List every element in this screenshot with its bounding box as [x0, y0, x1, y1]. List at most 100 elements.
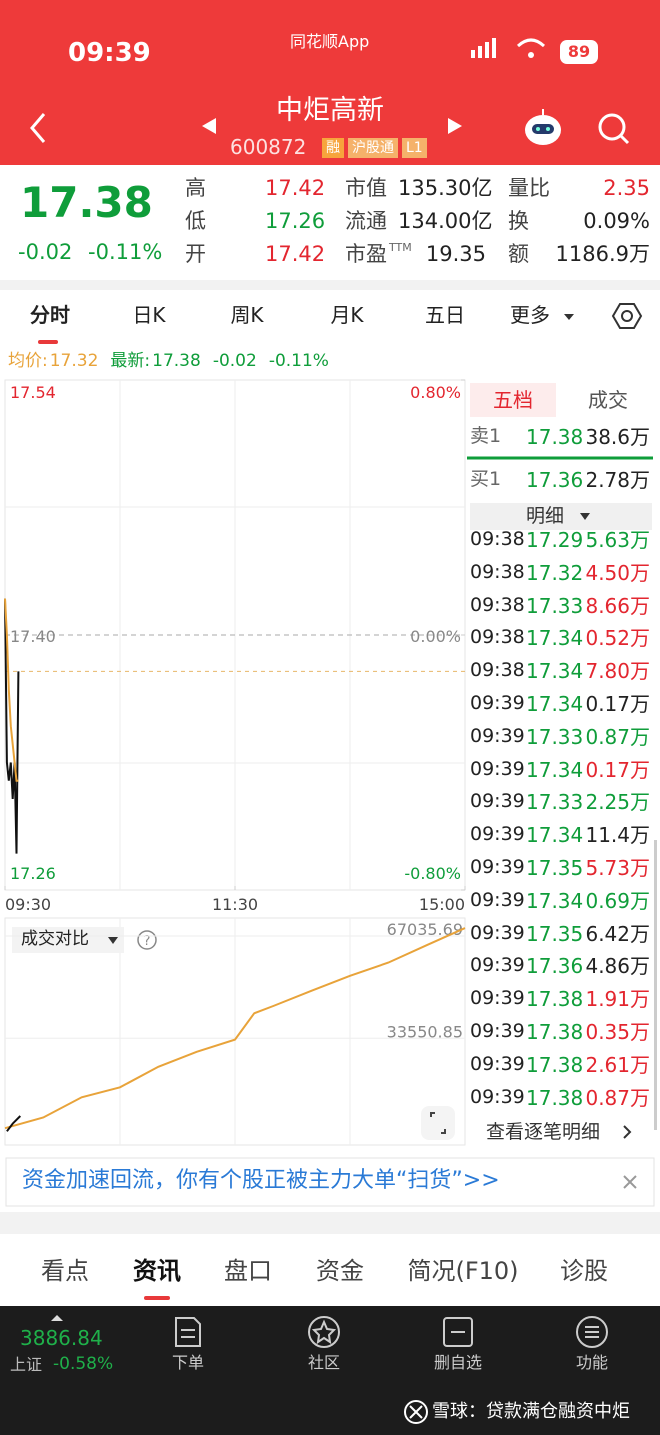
volume-title: 成交对比 [21, 929, 89, 949]
trade-time: 09:39 [470, 1052, 525, 1075]
banner[interactable]: 资金加速回流，你有个股正被主力大单“扫货”>> [22, 1168, 500, 1193]
detail-bar[interactable] [470, 503, 652, 530]
next-stock[interactable] [448, 118, 462, 134]
trade-volume: 6.42万 [585, 921, 650, 946]
trade-time: 09:39 [470, 790, 525, 813]
trade-price: 17.34 [526, 888, 584, 913]
trade-volume: 7.80万 [585, 659, 650, 684]
trade-price: 17.33 [526, 593, 584, 618]
expand-icon[interactable] [421, 1106, 455, 1140]
change: -0.02 [18, 240, 73, 264]
trade-time: 09:38 [470, 593, 525, 616]
price: 17.38 [20, 178, 153, 227]
tab[interactable]: 分时 [30, 303, 70, 327]
trade-price: 17.34 [526, 757, 584, 782]
stat-label: 开 [185, 242, 206, 266]
stat-label: 换 [508, 209, 529, 233]
app-name: 同花顺App [290, 32, 370, 51]
trade-volume: 8.66万 [585, 593, 650, 618]
nav-item[interactable]: 下单 [171, 1353, 204, 1372]
index-change: -0.58% [53, 1354, 114, 1374]
tab-indicator [144, 1296, 170, 1300]
stat-label: 高 [185, 176, 206, 200]
avg: 17.32 [49, 351, 99, 371]
sell-volume: 38.6万 [585, 425, 650, 449]
status-time: 09:39 [68, 38, 151, 68]
trade-price: 17.33 [526, 724, 584, 749]
status-icons [471, 38, 598, 64]
section-tab[interactable]: 简况(F10) [407, 1257, 519, 1285]
close-banner[interactable] [623, 1175, 637, 1189]
trade-price: 17.38 [526, 1052, 584, 1077]
stat-value: 17.26 [265, 209, 326, 233]
stat-value: 0.09% [583, 209, 650, 233]
section-tab[interactable]: 看点 [41, 1257, 89, 1285]
trade-time: 09:39 [470, 1020, 525, 1042]
tab-five[interactable]: 五档 [493, 388, 533, 412]
y2-tick-label: 0.00% [410, 627, 461, 646]
info-change: -0.02 [212, 351, 257, 371]
trade-time: 09:38 [470, 531, 525, 550]
sell-label: 卖1 [470, 425, 502, 447]
trade-time: 09:38 [470, 626, 525, 649]
stat-value: 1186.9万 [555, 242, 650, 266]
nav-item[interactable]: 社区 [307, 1353, 340, 1372]
trade-price: 17.35 [526, 921, 584, 946]
dropdown-arrow [564, 314, 574, 320]
tab[interactable]: 更多 [510, 303, 550, 327]
stat-label: 市值 [345, 176, 387, 200]
nav-item[interactable]: 功能 [575, 1353, 608, 1372]
trades-link[interactable]: 查看逐笔明细 [486, 1121, 601, 1143]
trade-volume: 2.61万 [585, 1052, 650, 1077]
y2-tick-label: -0.80% [404, 864, 461, 883]
trade-time: 09:39 [470, 823, 525, 846]
tab-trades[interactable]: 成交 [588, 388, 628, 412]
section-tab[interactable]: 资金 [316, 1257, 364, 1285]
info-change-pct: -0.11% [268, 351, 329, 371]
trade-price: 17.33 [526, 790, 584, 815]
series-line [4, 598, 19, 782]
trade-price: 17.32 [526, 560, 584, 585]
trade-volume: 5.63万 [585, 531, 650, 552]
info-line: 均价: 17.32 最新: 17.38 -0.02 -0.11% [0, 353, 329, 370]
detail-label: 明细 [526, 505, 565, 527]
stat-label: 市盈 [345, 242, 387, 266]
banner-box[interactable] [5, 1157, 655, 1207]
stat-value: 2.35 [603, 176, 650, 200]
tab[interactable]: 日K [132, 303, 166, 327]
search-icon[interactable] [598, 113, 630, 145]
trade-volume: 5.73万 [585, 856, 650, 880]
prev-stock[interactable] [202, 118, 216, 134]
section-tab[interactable]: 盘口 [224, 1257, 272, 1285]
separator [0, 1212, 660, 1234]
tab[interactable]: 月K [330, 303, 364, 327]
buy-price: 17.36 [526, 468, 584, 492]
trade-time: 09:39 [470, 757, 525, 780]
series-line [4, 598, 20, 854]
tab[interactable]: 五日 [425, 303, 465, 327]
section-tab[interactable]: 资讯 [133, 1257, 181, 1285]
scrollbar [654, 840, 657, 1130]
gear-icon[interactable] [611, 303, 643, 329]
trade-time: 09:39 [470, 1085, 525, 1108]
back-button[interactable] [30, 113, 46, 143]
trade-volume: 0.35万 [585, 1020, 650, 1044]
trade-volume: 0.87万 [585, 724, 650, 749]
volume-selector-bg[interactable] [12, 927, 124, 953]
trade-time: 09:39 [470, 724, 525, 747]
trade-volume: 0.87万 [585, 1085, 650, 1110]
latest: 17.38 [152, 351, 201, 371]
robot-icon[interactable] [525, 109, 561, 145]
y-tick-label: 67035.69 [387, 920, 463, 939]
section-tab[interactable]: 诊股 [560, 1257, 608, 1285]
watermark: 雪球：贷款满仓融资中炬 [432, 1401, 630, 1422]
help-icon[interactable]: ? [137, 930, 157, 950]
tab[interactable]: 周K [230, 303, 264, 327]
buy-label: 买1 [470, 468, 502, 490]
nav-item[interactable]: 删自选 [433, 1353, 482, 1372]
series-line [6, 1115, 22, 1132]
index-value[interactable]: 3886.84 [20, 1326, 103, 1350]
tag: L1 [402, 138, 427, 158]
trade-time: 09:39 [470, 692, 525, 714]
